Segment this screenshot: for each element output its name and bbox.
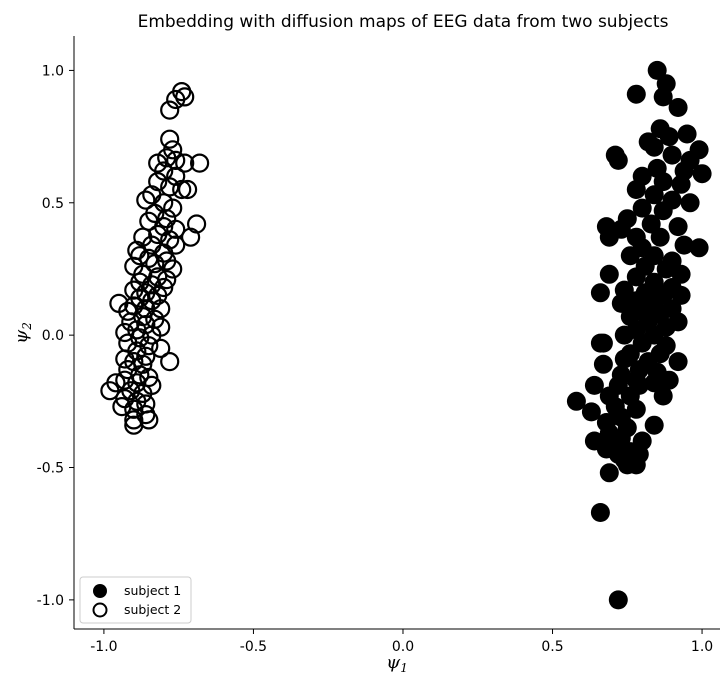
data-point — [115, 370, 135, 390]
data-point — [148, 224, 168, 245]
data-point — [163, 198, 183, 218]
y-tick-label: -1.0 — [37, 593, 64, 609]
data-point — [653, 87, 673, 107]
data-point — [142, 325, 162, 345]
data-point — [680, 193, 700, 213]
data-point — [614, 325, 634, 345]
data-point — [626, 455, 646, 475]
data-point — [614, 349, 634, 369]
data-point — [590, 503, 610, 522]
data-point — [677, 124, 697, 144]
data-point — [659, 370, 679, 390]
data-point — [659, 127, 679, 147]
data-point — [190, 153, 210, 173]
data-point — [124, 415, 144, 435]
data-point — [145, 254, 165, 274]
data-point — [653, 201, 673, 221]
series-1 — [566, 60, 712, 610]
legend-label-subject-1: subject 1 — [124, 583, 181, 598]
data-point — [668, 98, 688, 117]
series-2 — [100, 81, 210, 435]
x-tick-label: 1.0 — [691, 639, 713, 655]
data-point — [644, 415, 664, 435]
data-point — [662, 145, 682, 165]
data-point — [668, 217, 688, 237]
x-tick-label: 0.5 — [541, 639, 563, 655]
data-point — [647, 60, 667, 80]
data-point — [626, 180, 646, 199]
y-tick-label: 1.0 — [42, 63, 64, 79]
legend-marker-subject-1 — [93, 584, 107, 598]
data-point — [608, 150, 628, 170]
y-tick-label: 0.5 — [42, 196, 64, 212]
legend-label-subject-2: subject 2 — [124, 602, 181, 617]
data-point — [620, 246, 640, 266]
legend: subject 1 subject 2 — [79, 576, 192, 624]
ticks-layer: -1.0 -0.5 0.0 0.5 1.0 -1.0 -0.5 0.0 0.5 1.0 — [37, 63, 714, 655]
data-point — [653, 386, 673, 406]
y-axis-label: ψ2 — [11, 322, 34, 344]
data-point — [100, 381, 120, 401]
data-point — [626, 84, 646, 104]
data-point — [608, 590, 628, 610]
data-point — [599, 227, 619, 247]
data-point — [644, 185, 664, 205]
data-point — [139, 336, 159, 356]
points-layer — [100, 60, 712, 610]
x-tick-label: -1.0 — [90, 639, 117, 655]
data-point — [668, 352, 688, 372]
x-tick-label: 0.0 — [392, 639, 414, 655]
legend-frame — [79, 576, 192, 624]
chart-title: Embedding with diffusion maps of EEG dat… — [138, 12, 669, 32]
legend-marker-subject-2 — [92, 602, 108, 618]
data-point — [566, 391, 586, 411]
data-point — [599, 264, 619, 284]
data-point — [584, 375, 604, 395]
data-point — [178, 179, 198, 200]
data-point — [590, 333, 610, 353]
data-point — [160, 129, 180, 149]
data-point — [656, 259, 676, 279]
data-point — [172, 179, 192, 200]
data-point — [136, 190, 156, 210]
data-point — [166, 219, 186, 239]
y-tick-label: 0.0 — [42, 328, 64, 344]
data-point — [692, 164, 712, 184]
x-axis-label: ψ1 — [386, 652, 408, 675]
data-point — [175, 87, 195, 107]
data-point — [151, 299, 171, 319]
data-point — [118, 360, 138, 380]
data-point — [599, 463, 619, 483]
data-point — [590, 283, 610, 303]
data-point — [181, 227, 201, 247]
data-point — [151, 338, 171, 358]
data-point — [593, 354, 613, 374]
data-point — [626, 267, 646, 287]
data-point — [166, 89, 186, 110]
data-point — [148, 285, 168, 305]
data-point — [644, 137, 664, 157]
data-point — [136, 346, 156, 366]
data-point — [160, 100, 180, 120]
data-point — [175, 153, 195, 173]
data-point — [626, 399, 646, 419]
data-point — [671, 174, 691, 194]
data-point — [674, 235, 694, 255]
data-point — [115, 349, 135, 369]
data-point — [650, 227, 670, 247]
data-point — [130, 246, 150, 266]
x-tick-label: -0.5 — [240, 639, 267, 655]
data-point — [112, 397, 132, 417]
data-point — [160, 352, 180, 372]
data-point — [671, 285, 691, 305]
data-point — [689, 238, 709, 258]
data-point — [581, 402, 601, 422]
data-point — [163, 259, 183, 279]
data-point — [124, 410, 144, 430]
y-tick-label: -0.5 — [37, 461, 64, 477]
data-point — [632, 198, 652, 218]
axes-layer — [73, 36, 720, 630]
